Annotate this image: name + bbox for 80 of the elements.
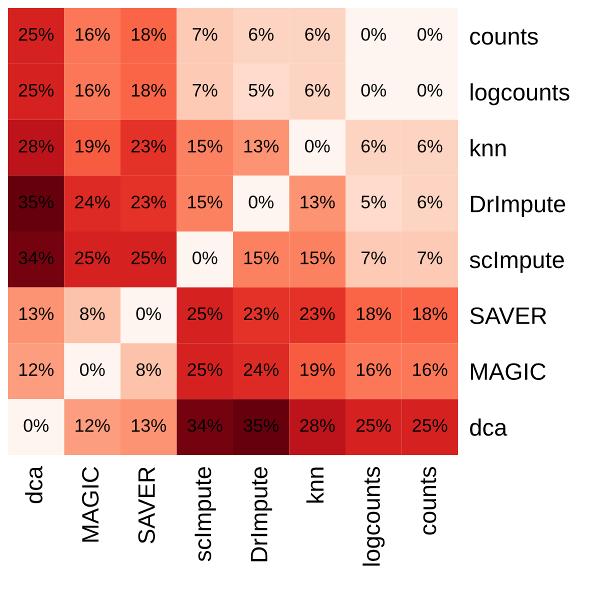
data-label: 19% (76, 140, 110, 153)
x-tick-label: dca (25, 466, 42, 504)
data-label: 0% (136, 307, 162, 320)
data-label: 35% (18, 196, 54, 208)
data-label: 8% (136, 363, 162, 376)
data-label: 25% (356, 419, 392, 432)
y-tick-label: SAVER (470, 307, 546, 324)
data-label: 23% (244, 307, 279, 320)
data-label: 16% (413, 363, 448, 376)
data-label: 15% (244, 252, 279, 264)
x-tick-label: MAGIC (82, 467, 99, 542)
data-label: 7% (362, 252, 386, 264)
data-label: 5% (361, 196, 386, 208)
data-label: 25% (188, 307, 222, 320)
data-label: 25% (188, 363, 222, 376)
data-label: 13% (244, 140, 279, 153)
data-label: 24% (244, 363, 279, 376)
data-label: 25% (18, 84, 54, 97)
data-label: 16% (76, 84, 110, 97)
x-tick-label: counts (420, 466, 436, 535)
data-label: 6% (248, 28, 274, 41)
data-label: 5% (248, 84, 274, 97)
data-label: 13% (132, 419, 166, 432)
data-label: 18% (132, 28, 166, 41)
data-label: 0% (418, 84, 442, 97)
data-label: 12% (76, 419, 110, 432)
data-label: 23% (131, 140, 166, 153)
data-label: 0% (248, 196, 274, 208)
y-tick-label: MAGIC (471, 363, 546, 380)
data-label: 28% (18, 140, 54, 153)
y-tick-label: scImpute (470, 252, 564, 273)
data-label: 15% (188, 196, 222, 208)
y-tick-label: counts (470, 29, 538, 45)
data-label: 12% (19, 363, 54, 376)
data-label: 34% (187, 419, 222, 432)
y-tick-label: knn (470, 139, 506, 156)
data-label: 25% (131, 252, 166, 264)
data-label: 25% (412, 419, 448, 432)
data-label: 16% (356, 363, 392, 376)
data-label: 6% (361, 140, 386, 153)
data-label: 0% (24, 419, 49, 432)
data-label: 23% (300, 307, 335, 320)
y-tick-label: logcounts (470, 83, 570, 106)
y-tick-label: DrImpute (471, 196, 566, 218)
data-label: 8% (80, 307, 105, 320)
data-label: 18% (413, 307, 448, 320)
data-label: 35% (244, 419, 279, 432)
data-label: 7% (192, 84, 218, 97)
data-label: 0% (305, 140, 330, 153)
data-label: 13% (300, 196, 335, 208)
x-tick-label: logcounts (362, 466, 385, 566)
x-tick-label: DrImpute (250, 467, 272, 562)
data-label: 25% (18, 28, 54, 41)
data-label: 24% (75, 196, 110, 208)
x-tick-label: scImpute (194, 467, 216, 562)
data-label: 7% (192, 28, 218, 41)
data-label: 6% (305, 28, 330, 41)
data-label: 7% (418, 252, 442, 264)
data-label: 18% (132, 84, 166, 97)
data-label: 15% (300, 252, 335, 264)
data-label: 15% (188, 140, 222, 153)
data-label: 0% (192, 252, 218, 264)
data-label: 0% (418, 28, 442, 41)
data-label: 6% (305, 84, 330, 97)
data-label: 19% (300, 363, 335, 376)
x-tick-label: knn (306, 468, 324, 503)
data-label: 23% (131, 196, 166, 208)
y-tick-label: dca (470, 418, 508, 436)
data-label: 6% (418, 196, 442, 208)
data-label: 0% (361, 28, 386, 41)
data-label: 13% (19, 307, 54, 320)
data-label: 18% (356, 307, 392, 320)
data-label: 16% (76, 28, 110, 41)
data-label: 25% (75, 252, 110, 264)
data-label: 28% (300, 419, 335, 432)
data-label: 0% (80, 363, 105, 376)
data-label: 34% (18, 252, 54, 264)
data-label: 6% (418, 140, 442, 153)
x-tick-label: SAVER (138, 467, 155, 544)
data-label: 0% (361, 84, 386, 97)
